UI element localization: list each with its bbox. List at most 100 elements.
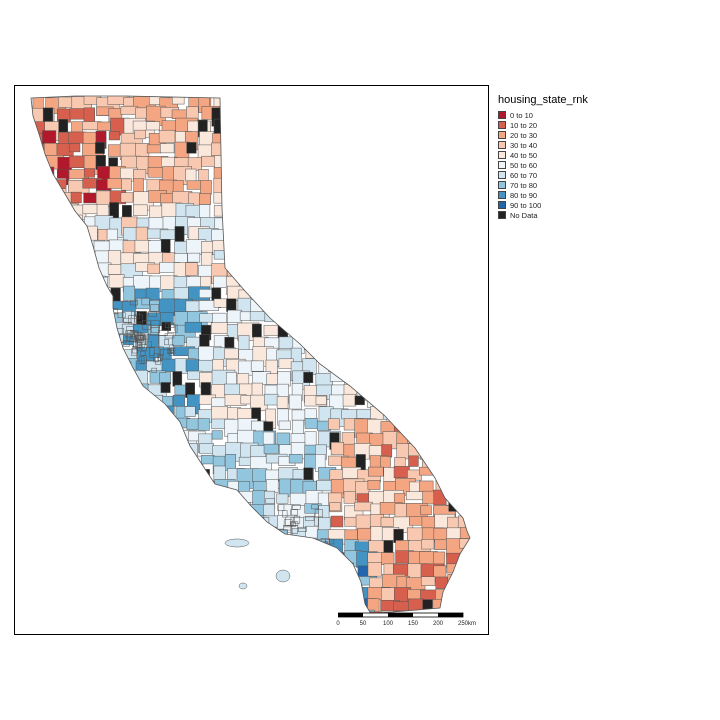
region-polygon: [380, 300, 394, 310]
region-polygon: [108, 588, 128, 599]
region-polygon: [83, 312, 94, 333]
region-polygon: [394, 358, 406, 375]
region-polygon: [474, 314, 483, 330]
region-polygon: [237, 429, 256, 445]
region-polygon: [240, 227, 260, 247]
region-polygon: [328, 418, 340, 430]
region-polygon: [433, 202, 455, 219]
region-polygon: [148, 394, 164, 408]
region-polygon: [474, 170, 489, 179]
legend-label: 40 to 50: [510, 150, 538, 160]
region-polygon: [459, 479, 470, 498]
region-polygon: [448, 588, 463, 601]
region-polygon: [288, 454, 303, 464]
region-polygon: [266, 118, 277, 134]
region-polygon: [57, 395, 72, 406]
region-polygon: [473, 562, 488, 579]
region-polygon: [249, 576, 263, 594]
region-polygon: [305, 118, 319, 129]
region-polygon: [175, 515, 194, 535]
region-polygon: [408, 382, 429, 396]
legend-label: 0 to 10: [510, 110, 533, 120]
region-polygon: [292, 226, 311, 238]
region-polygon: [343, 237, 360, 255]
region-polygon: [226, 298, 237, 312]
region-polygon: [174, 490, 196, 507]
region-polygon: [356, 493, 371, 503]
region-polygon: [291, 286, 313, 304]
region-polygon: [224, 453, 236, 471]
region-polygon: [55, 312, 76, 328]
region-polygon: [393, 166, 410, 177]
region-polygon: [55, 504, 70, 514]
region-polygon: [263, 250, 285, 269]
region-boundary: [314, 509, 324, 518]
region-boundary: [168, 348, 174, 356]
region-polygon: [250, 599, 267, 611]
region-polygon: [473, 360, 486, 371]
region-polygon: [120, 105, 138, 115]
region-polygon: [147, 528, 165, 546]
region-boundary: [146, 341, 152, 349]
region-polygon: [406, 193, 417, 209]
region-polygon: [93, 492, 112, 502]
scale-tick-label: 200: [432, 621, 444, 627]
region-polygon: [342, 299, 358, 313]
region-polygon: [330, 346, 353, 360]
region-polygon: [134, 444, 150, 458]
region-polygon: [56, 217, 80, 235]
region-polygon: [110, 490, 132, 508]
region-polygon: [240, 202, 264, 212]
region-polygon: [367, 129, 384, 148]
region-polygon: [379, 286, 391, 299]
region-polygon: [197, 418, 210, 431]
region-polygon: [329, 143, 345, 158]
region-polygon: [56, 538, 73, 555]
region-polygon: [277, 287, 290, 303]
region-polygon: [355, 203, 366, 215]
region-polygon: [120, 192, 134, 203]
region-boundary: [311, 504, 319, 510]
region-polygon: [56, 239, 68, 255]
region-polygon: [95, 442, 109, 461]
region-polygon: [291, 109, 303, 126]
region-polygon: [317, 277, 336, 297]
region-polygon: [472, 118, 487, 128]
region-polygon: [83, 481, 93, 499]
region-polygon: [473, 324, 482, 334]
region-boundary: [164, 333, 175, 339]
region-polygon: [432, 274, 455, 284]
region-polygon: [174, 611, 187, 614]
region-polygon: [408, 154, 424, 172]
region-polygon: [200, 550, 211, 563]
region-polygon: [408, 178, 432, 188]
region-polygon: [264, 167, 277, 184]
region-polygon: [475, 132, 489, 144]
region-polygon: [315, 155, 328, 173]
region-polygon: [81, 289, 101, 304]
region-polygon: [225, 610, 246, 614]
region-polygon: [264, 142, 274, 160]
region-boundary: [158, 330, 168, 336]
region-polygon: [238, 156, 256, 173]
region-polygon: [433, 119, 453, 130]
region-polygon: [421, 418, 435, 430]
legend-swatch: [498, 211, 506, 219]
legend-item: 60 to 70: [498, 170, 698, 180]
region-polygon: [471, 385, 489, 400]
region-polygon: [421, 382, 442, 392]
region-polygon: [68, 229, 92, 249]
region-polygon: [356, 265, 367, 275]
region-polygon: [458, 274, 470, 285]
region-polygon: [330, 215, 349, 231]
region-polygon: [238, 265, 255, 276]
region-polygon: [422, 349, 434, 369]
region-polygon: [83, 406, 103, 426]
region-polygon: [83, 598, 103, 608]
region-polygon: [406, 396, 423, 414]
region-polygon: [445, 418, 459, 435]
region-polygon: [42, 226, 56, 247]
region-polygon: [392, 132, 414, 148]
region-polygon: [328, 335, 344, 353]
region-polygon: [354, 277, 368, 289]
